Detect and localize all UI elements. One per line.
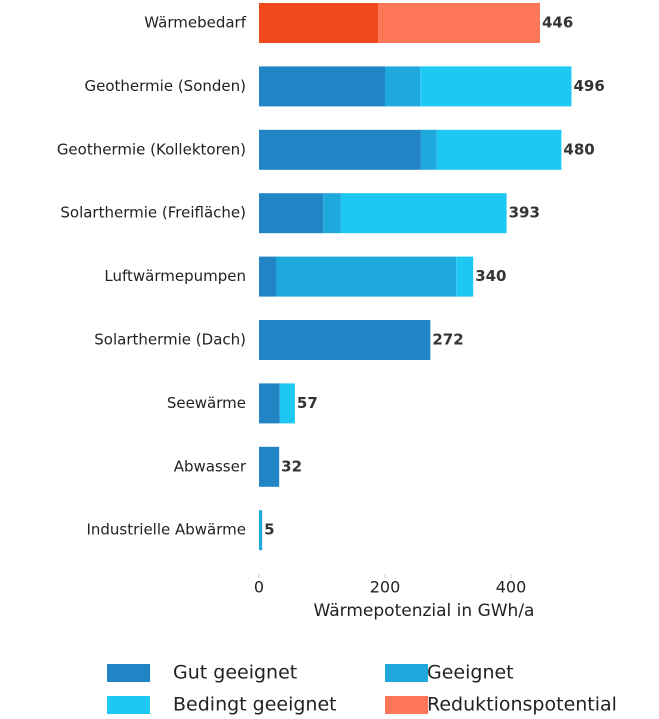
- legend-label: Reduktionspotential: [427, 694, 617, 716]
- legend-swatch: [107, 696, 150, 714]
- bar-segment: [259, 3, 379, 43]
- legend-swatch: [385, 696, 428, 714]
- x-tick-label: 400: [496, 578, 527, 597]
- bar-segment: [420, 129, 437, 170]
- total-label: 480: [563, 140, 594, 158]
- legend-label: Gut geeignet: [173, 662, 297, 684]
- bar-segment: [259, 510, 263, 551]
- y-tick-label: Abwasser: [174, 457, 247, 475]
- bar-segment: [340, 193, 507, 234]
- total-label: 496: [573, 77, 604, 95]
- total-label: 32: [281, 457, 302, 475]
- total-label: 340: [475, 267, 506, 285]
- bar-segment: [276, 256, 457, 297]
- bar-segment: [385, 66, 421, 107]
- y-tick-label: Geothermie (Kollektoren): [57, 140, 246, 158]
- y-tick-label: Seewärme: [167, 394, 246, 412]
- bar-segment: [436, 129, 562, 170]
- total-label: 446: [542, 14, 573, 32]
- y-tick-label: Industrielle Abwärme: [86, 521, 246, 539]
- bar-segment: [259, 446, 280, 487]
- y-tick-label: Geothermie (Sonden): [85, 77, 247, 95]
- x-axis-title: Wärmepotenzial in GWh/a: [314, 601, 535, 621]
- legend-swatch: [385, 664, 428, 682]
- bar-segment: [259, 256, 277, 297]
- bar-segment: [456, 256, 474, 297]
- bar-segment: [378, 3, 540, 43]
- bar-segment: [259, 320, 431, 360]
- legend-label: Geeignet: [427, 662, 514, 684]
- total-label: 5: [264, 521, 274, 539]
- y-tick-label: Solarthermie (Freifläche): [60, 204, 246, 222]
- bar-segment: [259, 66, 385, 107]
- legend-label: Bedingt geeignet: [173, 694, 337, 716]
- bar-segment: [279, 383, 295, 424]
- y-tick-label: Solarthermie (Dach): [94, 331, 246, 349]
- x-tick-label: 200: [370, 578, 401, 597]
- y-tick-label: Luftwärmepumpen: [104, 267, 246, 285]
- bar-segment: [259, 383, 280, 424]
- y-tick-label: Wärmebedarf: [144, 14, 246, 32]
- legend-swatch: [107, 664, 150, 682]
- bar-segment: [259, 193, 324, 234]
- bar-segment: [259, 129, 421, 170]
- bar-segment: [420, 66, 572, 107]
- total-label: 393: [509, 204, 540, 222]
- x-tick-label: 0: [254, 578, 264, 597]
- total-label: 272: [432, 331, 463, 349]
- bar-segment: [323, 193, 341, 234]
- total-label: 57: [297, 394, 318, 412]
